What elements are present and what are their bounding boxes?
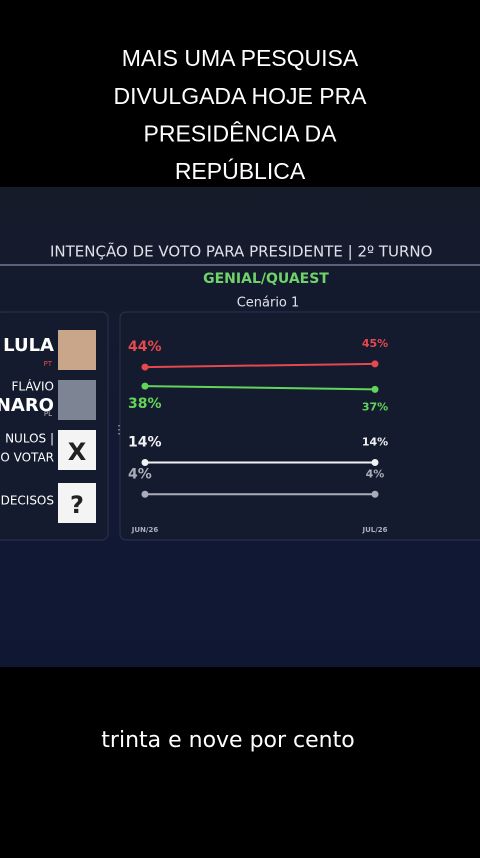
- value-label: 4%: [128, 466, 152, 482]
- caption-line: DIVULGADA HOJE PRA: [113, 83, 367, 109]
- value-label: 4%: [366, 467, 385, 480]
- chart-scenario: Cenário 1: [237, 296, 300, 311]
- data-point: [141, 458, 149, 466]
- legend-party: PL: [44, 410, 52, 418]
- candidate-photo: [58, 380, 96, 420]
- data-point: [371, 385, 379, 393]
- data-point: [141, 363, 149, 371]
- data-point: [141, 490, 149, 498]
- legend-label: NARO: [0, 395, 54, 416]
- series-line: [144, 362, 376, 369]
- legend-icon: X: [68, 438, 87, 466]
- caption-line: REPÚBLICA: [175, 158, 306, 184]
- separator-dots: ⋮: [113, 423, 125, 437]
- legend-label: O VOTAR: [0, 451, 54, 465]
- icon-box: [58, 483, 96, 523]
- legend-icon: ?: [70, 491, 84, 519]
- icon-box: [58, 430, 96, 470]
- legend-label: FLÁVIO: [12, 379, 55, 394]
- legend-label: NULOS |: [5, 432, 54, 446]
- data-point: [371, 458, 379, 466]
- value-label: 37%: [362, 400, 388, 413]
- plot-panel: [119, 311, 480, 541]
- caption-line: MAIS UMA PESQUISA: [122, 45, 359, 71]
- data-point: [141, 382, 149, 390]
- data-point: [371, 490, 379, 498]
- caption-line: PRESIDÊNCIA DA: [144, 120, 338, 146]
- x-tick-label: JUN/26: [131, 526, 159, 534]
- value-label: 44%: [128, 339, 162, 355]
- value-label: 14%: [362, 435, 388, 448]
- chart-title: INTENÇÃO DE VOTO PARA PRESIDENTE | 2º TU…: [50, 242, 432, 261]
- x-tick-label: JUL/26: [361, 526, 387, 534]
- legend-label: DECISOS: [1, 494, 54, 508]
- candidate-photo: [58, 330, 96, 370]
- legend-party: PT: [44, 360, 53, 368]
- value-label: 38%: [128, 396, 162, 412]
- value-label: 14%: [128, 434, 162, 450]
- legend-label: LULA: [3, 335, 54, 356]
- subtitle-caption: trinta e nove por cento: [101, 728, 354, 753]
- value-label: 45%: [362, 337, 388, 350]
- chart-source: GENIAL/QUAEST: [203, 271, 329, 287]
- series-line: [144, 385, 376, 391]
- data-point: [371, 360, 379, 368]
